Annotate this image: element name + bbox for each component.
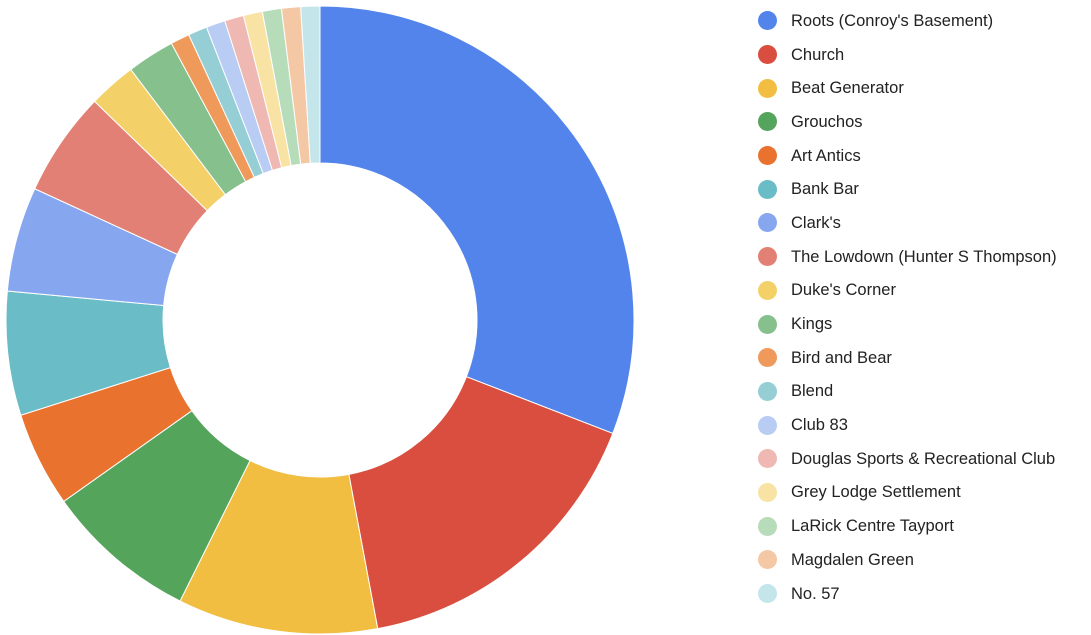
legend-item[interactable]: Kings [758, 307, 1091, 341]
legend-label: Bank Bar [791, 180, 859, 199]
legend-label: Grey Lodge Settlement [791, 483, 961, 502]
donut-slice-2[interactable] [348, 376, 614, 630]
legend-item[interactable]: LaRick Centre Tayport [758, 509, 1091, 543]
donut-plot [5, 5, 635, 635]
legend-swatch [758, 482, 777, 502]
legend-item[interactable]: No. 57 [758, 577, 1091, 611]
legend-item[interactable]: Magdalen Green [758, 543, 1091, 577]
legend-swatch [758, 415, 777, 435]
legend-item[interactable]: Roots (Conroy's Basement) [758, 4, 1091, 38]
legend-item[interactable]: Blend [758, 375, 1091, 409]
legend-swatch [758, 45, 777, 65]
legend-swatch [758, 348, 777, 368]
legend-label: Art Antics [791, 146, 861, 165]
legend-label: Kings [791, 315, 833, 334]
legend-swatch [758, 584, 777, 604]
legend-item[interactable]: Grouchos [758, 105, 1091, 139]
legend-label: Duke's Corner [791, 281, 896, 300]
legend-label: Church [791, 45, 845, 64]
legend-swatch [758, 179, 777, 199]
legend-label: Magdalen Green [791, 550, 914, 569]
legend-swatch [758, 213, 777, 233]
legend-item[interactable]: Douglas Sports & Recreational Club [758, 442, 1091, 476]
legend-label: Bird and Bear [791, 348, 892, 367]
legend-label: LaRick Centre Tayport [791, 517, 954, 536]
legend-item[interactable]: The Lowdown (Hunter S Thompson) [758, 240, 1091, 274]
legend-item[interactable]: Duke's Corner [758, 274, 1091, 308]
legend: Roots (Conroy's Basement) Church Beat Gene… [758, 4, 1091, 610]
legend-swatch [758, 381, 777, 401]
legend-label: The Lowdown (Hunter S Thompson) [791, 247, 1057, 266]
legend-label: Clark's [791, 213, 841, 232]
donut-slice-18[interactable] [300, 5, 321, 164]
legend-item[interactable]: Church [758, 38, 1091, 72]
legend-label: Blend [791, 382, 834, 401]
legend-item[interactable]: Clark's [758, 206, 1091, 240]
legend-swatch [758, 516, 777, 536]
legend-item[interactable]: Beat Generator [758, 71, 1091, 105]
donut-slice-1[interactable] [319, 5, 635, 435]
legend-swatch [758, 146, 777, 166]
legend-item[interactable]: Art Antics [758, 139, 1091, 173]
legend-label: Douglas Sports & Recreational Club [791, 449, 1056, 468]
legend-swatch [758, 314, 777, 334]
legend-label: No. 57 [791, 584, 840, 603]
legend-swatch [758, 449, 777, 469]
legend-label: Beat Generator [791, 79, 904, 98]
legend-swatch [758, 11, 777, 31]
legend-item[interactable]: Grey Lodge Settlement [758, 476, 1091, 510]
legend-label: Roots (Conroy's Basement) [791, 11, 994, 30]
legend-item[interactable]: Bird and Bear [758, 341, 1091, 375]
legend-label: Club 83 [791, 416, 848, 435]
legend-item[interactable]: Club 83 [758, 408, 1091, 442]
legend-swatch [758, 550, 777, 570]
legend-swatch [758, 280, 777, 300]
legend-item[interactable]: Bank Bar [758, 172, 1091, 206]
legend-swatch [758, 112, 777, 132]
legend-swatch [758, 247, 777, 267]
legend-swatch [758, 78, 777, 98]
legend-label: Grouchos [791, 112, 863, 131]
